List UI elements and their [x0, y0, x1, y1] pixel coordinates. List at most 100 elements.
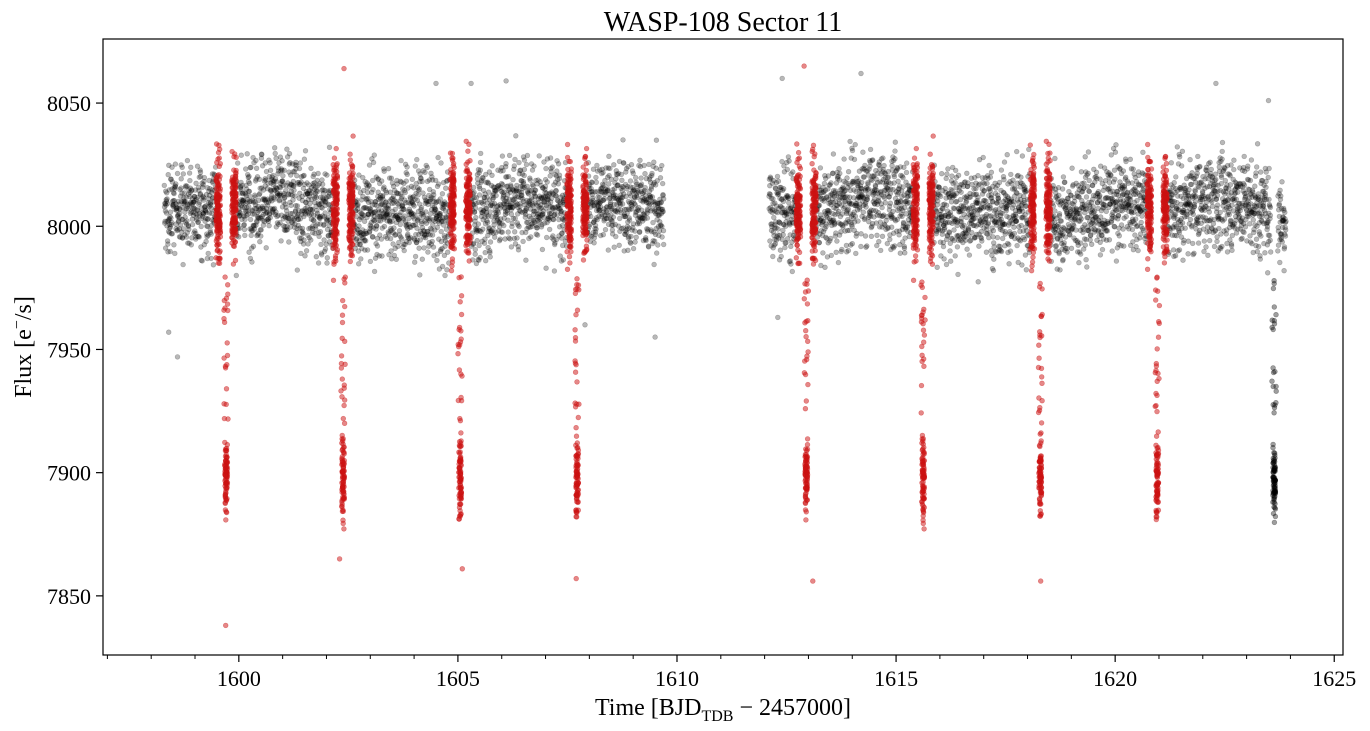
flux-point: [1229, 247, 1235, 254]
flux-point: [195, 184, 202, 191]
flux-point: [162, 201, 169, 207]
transit-edge-point: [217, 248, 223, 254]
flux-point: [294, 267, 300, 273]
flux-point: [1182, 225, 1188, 231]
flux-point: [560, 257, 566, 263]
flux-point: [655, 242, 661, 248]
flux-point: [401, 247, 407, 254]
flux-point: [1214, 238, 1220, 245]
flux-point: [1282, 209, 1288, 216]
flux-point: [660, 196, 667, 202]
flux-point: [249, 197, 256, 204]
flux-point: [788, 261, 794, 267]
flux-point: [1255, 191, 1262, 197]
transit-edge-point: [215, 181, 221, 188]
flux-point: [1019, 153, 1026, 159]
flux-point: [1227, 182, 1234, 188]
flux-point: [175, 219, 182, 225]
flux-point: [245, 179, 252, 185]
flux-point: [994, 234, 1001, 241]
flux-point: [185, 223, 192, 230]
flux-point: [187, 199, 194, 206]
flux-point: [284, 146, 290, 152]
flux-point: [194, 208, 201, 214]
flux-point: [1127, 156, 1134, 163]
flux-point: [175, 227, 181, 233]
flux-point: [954, 244, 961, 250]
flux-point: [194, 217, 200, 223]
flux-point: [1263, 184, 1269, 191]
flux-point: [1219, 148, 1225, 155]
flux-point: [245, 211, 251, 217]
flux-point: [1176, 154, 1183, 160]
flux-point: [1283, 218, 1289, 225]
flux-point: [610, 214, 617, 220]
flux-point: [536, 153, 542, 159]
flux-point: [162, 208, 169, 214]
flux-point: [1178, 163, 1185, 169]
flux-point: [1216, 225, 1222, 232]
flux-point: [188, 164, 194, 171]
transit-edge-point: [233, 232, 239, 238]
flux-point: [940, 243, 947, 250]
flux-point: [849, 241, 855, 247]
flux-point: [200, 210, 207, 217]
flux-point: [966, 252, 973, 258]
flux-point: [176, 201, 182, 208]
flux-point: [877, 247, 884, 254]
flux-point: [168, 221, 175, 228]
flux-point: [876, 238, 882, 245]
flux-point: [1135, 247, 1141, 254]
flux-point: [952, 167, 959, 174]
flux-point: [434, 257, 440, 264]
flux-point: [1197, 163, 1203, 170]
flux-point: [951, 227, 957, 233]
flux-point: [193, 214, 200, 221]
flux-point: [239, 190, 246, 196]
flux-point: [170, 201, 176, 208]
flux-point: [961, 222, 967, 229]
flux-point: [845, 247, 852, 254]
flux-point: [1077, 251, 1084, 257]
flux-point: [1052, 155, 1058, 162]
flux-point: [601, 196, 608, 202]
flux-point: [524, 152, 531, 159]
flux-point: [1241, 229, 1247, 236]
flux-point: [279, 158, 285, 164]
flux-point: [979, 238, 985, 244]
flux-point: [429, 238, 435, 245]
flux-point: [162, 245, 169, 251]
flux-point: [1257, 169, 1264, 175]
flux-point: [184, 183, 190, 189]
flux-point: [988, 169, 995, 176]
flux-point: [1180, 257, 1186, 263]
flux-point: [393, 256, 399, 262]
flux-point: [633, 234, 639, 241]
flux-point: [965, 225, 972, 231]
flux-point: [556, 175, 563, 182]
transit-bottom-point: [223, 480, 230, 486]
flux-point: [412, 163, 418, 169]
flux-point: [1187, 157, 1193, 163]
flux-point: [170, 202, 176, 209]
flux-point: [165, 228, 172, 235]
flux-point: [192, 228, 198, 234]
flux-outlier: [166, 329, 172, 335]
flux-point: [1069, 165, 1075, 171]
flux-point: [780, 232, 786, 238]
flux-point: [1108, 173, 1114, 179]
flux-point: [248, 226, 255, 232]
flux-point: [1173, 174, 1179, 180]
flux-point: [356, 223, 362, 229]
flux-point: [1010, 177, 1016, 183]
flux-point: [991, 244, 997, 250]
flux-point: [174, 170, 181, 177]
flux-point: [632, 228, 638, 234]
flux-point: [207, 201, 213, 207]
flux-point: [174, 205, 180, 211]
flux-point: [370, 186, 376, 193]
flux-point: [1267, 212, 1274, 219]
flux-point: [851, 156, 858, 163]
flux-point: [205, 216, 211, 222]
flux-point: [483, 258, 489, 264]
